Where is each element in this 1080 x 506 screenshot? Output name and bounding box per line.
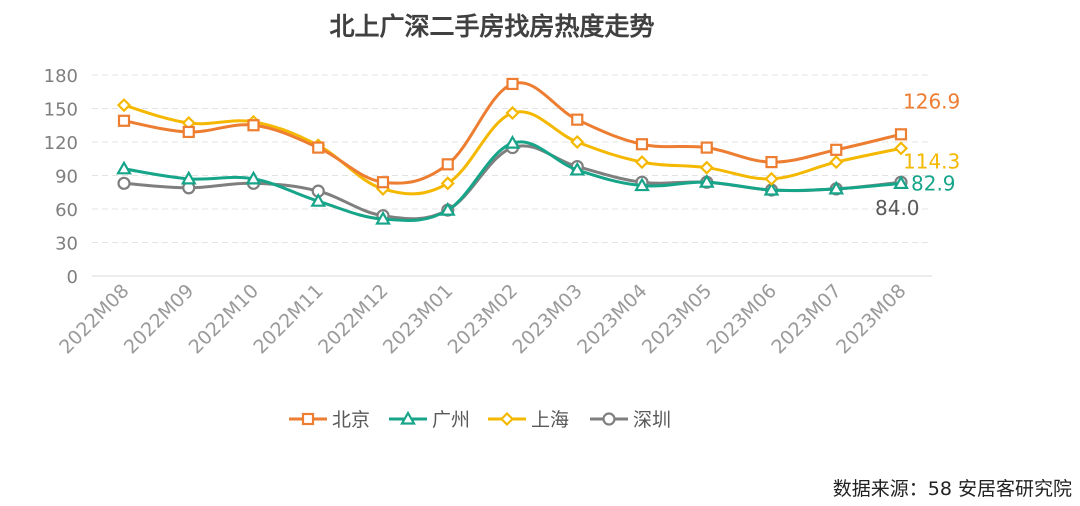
x-tick-label: 2023M05 <box>638 280 716 358</box>
data-point <box>893 141 909 156</box>
data-point <box>441 158 454 171</box>
data-point <box>763 181 780 196</box>
data-label: 114.3 <box>903 149 960 173</box>
legend-label: 上海 <box>531 409 569 431</box>
x-axis-ticks: 2022M082022M092022M102022M112022M122023M… <box>55 280 910 358</box>
legend-label: 深圳 <box>633 409 671 431</box>
data-point <box>635 138 649 151</box>
legend-item: 广州 <box>389 409 470 431</box>
x-tick-label: 2023M01 <box>379 280 457 358</box>
chart-title: 北上广深二手房找房热度走势 <box>329 12 654 41</box>
legend-marker <box>602 412 616 426</box>
legend-marker <box>301 412 315 426</box>
y-tick-label: 90 <box>55 167 78 188</box>
legend-label: 广州 <box>432 409 470 431</box>
data-point <box>182 125 195 139</box>
data-label: 82.9 <box>911 171 956 195</box>
series-广州 <box>116 134 909 225</box>
y-tick-label: 150 <box>44 100 78 121</box>
data-point <box>830 143 843 156</box>
x-tick-label: 2023M02 <box>444 280 522 358</box>
data-point <box>310 192 327 207</box>
data-label: 84.0 <box>875 196 920 220</box>
x-tick-label: 2023M04 <box>573 280 651 358</box>
x-tick-label: 2022M12 <box>314 280 392 358</box>
legend-label: 北京 <box>332 409 370 431</box>
legend-marker <box>499 411 515 427</box>
data-point <box>829 155 844 170</box>
y-tick-label: 0 <box>67 267 78 288</box>
y-tick-label: 120 <box>44 133 78 154</box>
data-point <box>180 170 197 185</box>
x-tick-label: 2022M11 <box>249 280 327 358</box>
data-point <box>439 201 456 216</box>
data-point <box>376 176 390 189</box>
series-line <box>123 81 902 185</box>
data-point <box>569 161 586 176</box>
x-tick-label: 2023M06 <box>703 280 781 358</box>
data-point <box>117 114 131 127</box>
x-tick-label: 2022M09 <box>120 280 198 358</box>
data-point <box>893 175 909 190</box>
data-label: 126.9 <box>903 89 960 113</box>
data-point <box>828 180 845 195</box>
x-tick-label: 2022M08 <box>55 280 133 358</box>
data-point <box>571 113 584 126</box>
data-point <box>245 170 262 185</box>
data-point <box>700 141 713 154</box>
data-point <box>570 134 585 150</box>
y-tick-label: 30 <box>55 234 78 255</box>
data-point <box>894 128 908 141</box>
y-tick-label: 180 <box>44 66 78 87</box>
x-tick-label: 2023M07 <box>767 280 845 358</box>
y-tick-label: 60 <box>55 200 78 221</box>
data-source: 数据来源：58 安居客研究院 <box>832 478 1072 500</box>
grid-lines <box>92 74 932 277</box>
x-tick-label: 2023M08 <box>832 280 910 358</box>
series-layer <box>116 77 909 225</box>
legend-item: 深圳 <box>590 409 671 431</box>
legend: 北京 广州 上海 深圳 <box>289 409 671 431</box>
data-point <box>764 171 779 186</box>
data-point <box>116 98 132 113</box>
data-point <box>504 134 521 149</box>
data-point <box>699 160 714 175</box>
legend-item: 北京 <box>289 409 370 431</box>
series-line <box>123 144 902 221</box>
data-point <box>440 176 455 191</box>
legend-marker <box>400 410 416 425</box>
data-point <box>247 119 260 132</box>
data-point <box>116 160 132 175</box>
x-tick-label: 2022M10 <box>185 280 263 358</box>
data-point <box>698 173 715 188</box>
x-tick-label: 2023M03 <box>508 280 586 358</box>
data-point <box>634 177 650 192</box>
data-point <box>765 156 778 169</box>
data-point <box>312 141 325 154</box>
series-北京 <box>117 77 908 189</box>
data-point <box>634 155 650 170</box>
data-point <box>506 77 519 91</box>
legend-item: 上海 <box>488 409 569 431</box>
data-point <box>117 176 131 190</box>
data-point <box>375 210 391 225</box>
data-point <box>505 105 520 121</box>
y-axis-ticks: 0 30 60 90 120 150 180 <box>44 66 78 288</box>
